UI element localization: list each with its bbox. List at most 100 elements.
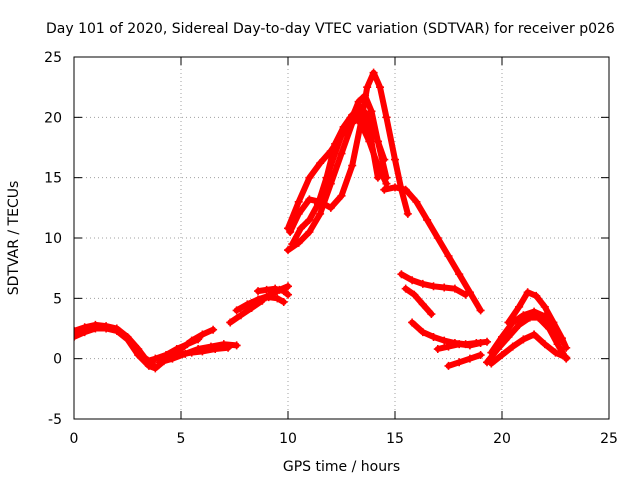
series-arc-8: [254, 284, 292, 299]
data-point: [397, 270, 406, 279]
grid-lines: [74, 57, 609, 419]
data-point: [273, 294, 282, 303]
data-point: [271, 284, 280, 293]
data-point: [326, 203, 335, 212]
data-point: [391, 183, 399, 192]
data-point: [376, 83, 385, 92]
data-point: [316, 159, 325, 168]
y-tick-label: 15: [44, 171, 62, 187]
data-point: [455, 358, 464, 367]
data-point: [316, 197, 325, 206]
data-point: [551, 348, 560, 357]
data-point: [369, 68, 378, 77]
data-point: [487, 348, 496, 357]
data-point: [429, 332, 438, 341]
data-point: [367, 107, 376, 116]
data-point: [305, 227, 314, 236]
data-point: [562, 343, 571, 352]
y-tick-label: -5: [48, 412, 62, 428]
data-point: [380, 185, 389, 194]
data-point: [232, 306, 241, 315]
data-point: [198, 330, 207, 339]
data-point: [429, 282, 438, 291]
y-tick-label: 10: [44, 231, 62, 247]
data-point: [226, 318, 235, 327]
data-point: [348, 161, 357, 170]
data-point: [440, 336, 449, 345]
data-point: [254, 287, 263, 296]
series-arc-10: [286, 68, 412, 236]
series-trace: [445, 352, 484, 369]
data-point: [382, 113, 391, 122]
data-point: [444, 342, 453, 351]
data-point: [373, 137, 382, 146]
data-point: [461, 290, 470, 299]
y-tick-label: 0: [53, 352, 62, 368]
data-point: [440, 283, 449, 292]
data-point: [444, 252, 453, 261]
data-point: [305, 195, 314, 204]
x-tick-label: 20: [493, 431, 511, 447]
x-tick-label: 5: [177, 431, 186, 447]
data-point: [279, 287, 288, 296]
series-arc-25: [530, 330, 571, 362]
data-point: [523, 288, 532, 297]
data-point: [264, 293, 273, 302]
data-point: [316, 209, 325, 218]
data-point: [337, 149, 346, 158]
data-point: [401, 185, 410, 194]
data-point: [498, 332, 506, 341]
data-point: [519, 335, 528, 344]
data-point: [476, 351, 485, 360]
data-point: [483, 337, 492, 346]
data-point: [209, 325, 218, 334]
data-point: [532, 291, 541, 300]
series-arc-14: [316, 107, 382, 206]
y-tick-label: 20: [44, 110, 62, 126]
data-point: [433, 234, 442, 242]
y-axis-label: SDTVAR / TECUs: [6, 181, 22, 296]
series-trace: [402, 285, 435, 317]
data-point: [380, 155, 389, 164]
data-point: [151, 354, 160, 363]
data-point: [363, 83, 372, 92]
data-point: [408, 318, 417, 327]
data-point: [540, 340, 549, 349]
data-point: [418, 328, 427, 337]
series-arc-19: [433, 338, 485, 354]
data-point: [194, 345, 203, 354]
data-point: [155, 358, 164, 367]
data-point: [423, 215, 432, 224]
data-point: [427, 310, 436, 319]
data-series: [74, 68, 571, 373]
data-point: [348, 113, 357, 122]
x-tick-label: 15: [386, 431, 404, 447]
data-point: [284, 224, 292, 233]
data-point: [123, 332, 132, 341]
axes: 0 5 10 15 20 25 -5 0 5 10 15 20 25: [44, 50, 618, 447]
series-arc-9: [247, 293, 288, 308]
series-arc-20: [444, 351, 485, 370]
data-point: [365, 125, 374, 134]
data-point: [305, 173, 314, 182]
data-point: [284, 246, 292, 255]
series-trace: [531, 331, 570, 361]
data-point: [562, 353, 571, 362]
data-point: [508, 342, 517, 351]
data-point: [134, 345, 143, 354]
data-point: [455, 340, 464, 349]
x-tick-label: 25: [600, 431, 618, 447]
y-tick-label: 5: [53, 291, 62, 307]
data-point: [112, 324, 121, 333]
data-point: [232, 341, 241, 350]
data-point: [337, 131, 346, 140]
series-arc-23: [504, 288, 571, 352]
data-point: [177, 345, 185, 354]
data-point: [284, 282, 292, 291]
series-arc-13: [284, 103, 389, 255]
data-point: [326, 161, 335, 170]
data-point: [549, 318, 558, 327]
data-point: [455, 270, 464, 279]
data-point: [361, 91, 370, 100]
